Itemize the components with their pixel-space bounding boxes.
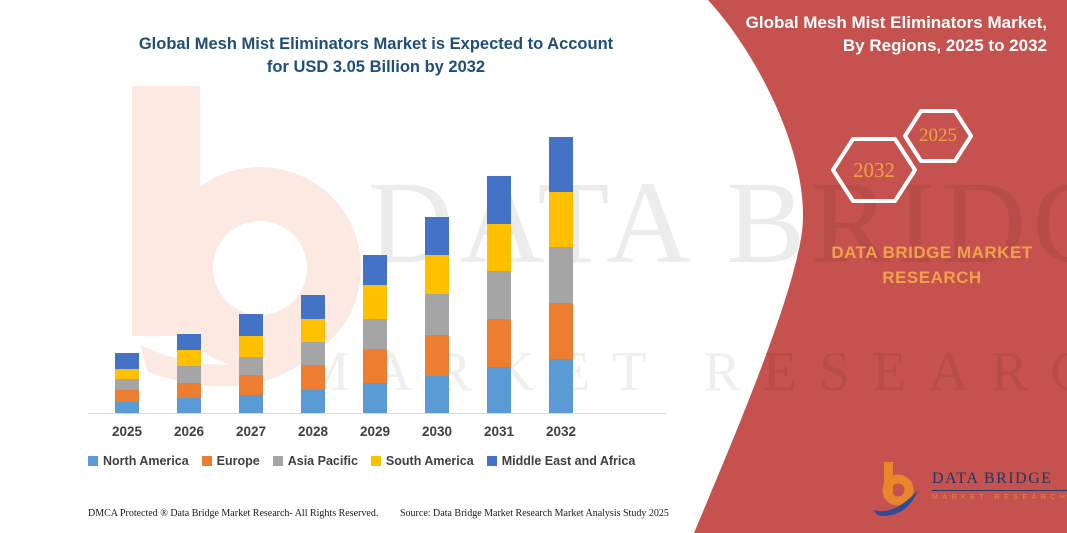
bar-segment-south-america [301, 318, 325, 343]
hexagon-2025: 2025 [903, 108, 973, 164]
company-logo: DATA BRIDGE MARKET RESEARCH [872, 460, 1067, 518]
bar-segment-south-america [239, 336, 263, 357]
bar-segment-europe [549, 302, 573, 359]
x-axis-label-2025: 2025 [111, 424, 143, 439]
bar-column-2025 [115, 353, 139, 413]
hexagon-2032-label: 2032 [853, 157, 895, 182]
bar-column-2029 [363, 254, 387, 413]
red-side-panel [694, 0, 1067, 533]
x-axis-label-2028: 2028 [297, 424, 329, 439]
bar-segment-south-america [487, 223, 511, 271]
legend-item-asia-pacific: Asia Pacific [272, 454, 358, 468]
bar-segment-asia-pacific [177, 365, 201, 384]
bar-segment-north-america [549, 358, 573, 413]
bar-segment-south-america [363, 285, 387, 319]
stacked-bar-chart: 2025 2026 2027 2028 2029 2030 2031 2032 [88, 136, 666, 439]
bar-segment-middle-east-and-africa [115, 353, 139, 369]
panel-header: Global Mesh Mist Eliminators Market, By … [735, 11, 1047, 57]
bar-segment-europe [239, 374, 263, 395]
legend-item-middle-east-and-africa: Middle East and Africa [486, 454, 636, 468]
bar-segment-middle-east-and-africa [487, 175, 511, 224]
legend-label: Europe [216, 454, 260, 468]
bar-segment-north-america [239, 394, 263, 413]
bar-segment-north-america [425, 375, 449, 413]
legend-item-north-america: North America [88, 454, 189, 468]
bar-segment-asia-pacific [549, 247, 573, 303]
bar-segment-asia-pacific [301, 342, 325, 365]
bar-column-2026 [177, 334, 201, 413]
bar-segment-europe [301, 365, 325, 391]
legend-item-europe: Europe [201, 454, 260, 468]
legend-label: Asia Pacific [287, 454, 358, 468]
bar-segment-middle-east-and-africa [549, 136, 573, 193]
bar-column-2027 [239, 314, 263, 413]
bar-segment-middle-east-and-africa [177, 334, 201, 350]
panel-header-line1: Global Mesh Mist Eliminators Market, [745, 13, 1047, 32]
legend-item-south-america: South America [370, 454, 474, 468]
bar-segment-asia-pacific [115, 378, 139, 391]
chart-title-line2: for USD 3.05 Billion by 2032 [266, 58, 486, 76]
bar-segment-north-america [301, 390, 325, 413]
bar-segment-europe [363, 348, 387, 384]
panel-brand-line1: DATA BRIDGE MARKET [831, 243, 1033, 262]
x-axis-label-2027: 2027 [235, 424, 267, 439]
company-logo-text: DATA BRIDGE MARKET RESEARCH [932, 470, 1067, 501]
bar-segment-middle-east-and-africa [425, 216, 449, 255]
company-logo-subtitle: MARKET RESEARCH [932, 494, 1067, 501]
x-axis-line [88, 413, 666, 414]
hexagon-2025-label: 2025 [919, 125, 957, 146]
bar-segment-asia-pacific [487, 270, 511, 319]
panel-brand-text: DATA BRIDGE MARKET RESEARCH [812, 240, 1052, 290]
hexagon-2032: 2032 [831, 136, 917, 204]
bar-segment-europe [115, 390, 139, 403]
bar-segment-south-america [177, 349, 201, 366]
bar-segment-asia-pacific [425, 293, 449, 336]
dmca-notice: DMCA Protected ® Data Bridge Market Rese… [88, 508, 379, 519]
legend-label: North America [103, 454, 189, 468]
bar-column-2032 [549, 136, 573, 413]
bar-segment-south-america [115, 368, 139, 379]
bar-segment-europe [487, 318, 511, 367]
legend-swatch [370, 456, 381, 466]
legend-label: Middle East and Africa [501, 454, 636, 468]
company-logo-name: DATA BRIDGE [932, 470, 1067, 491]
x-axis-label-2030: 2030 [421, 424, 453, 439]
bar-segment-europe [425, 335, 449, 376]
x-axis-label-2032: 2032 [545, 424, 577, 439]
legend-label: South America [385, 454, 474, 468]
bar-column-2028 [301, 295, 325, 413]
bar-segment-south-america [425, 254, 449, 294]
bar-segment-asia-pacific [239, 356, 263, 375]
bar-segment-north-america [487, 366, 511, 413]
bar-segment-north-america [177, 398, 201, 413]
bar-segment-middle-east-and-africa [363, 254, 387, 286]
x-axis-label-2026: 2026 [173, 424, 205, 439]
company-logo-icon [872, 460, 924, 518]
bar-segment-asia-pacific [363, 318, 387, 349]
panel-header-line2: By Regions, 2025 to 2032 [842, 36, 1047, 55]
panel-brand-line2: RESEARCH [882, 268, 982, 287]
chart-title-line1: Global Mesh Mist Eliminators Market is E… [138, 35, 614, 53]
bar-segment-north-america [363, 383, 387, 413]
x-axis-label-2029: 2029 [359, 424, 391, 439]
chart-title: Global Mesh Mist Eliminators Market is E… [95, 33, 657, 79]
legend-swatch [486, 456, 497, 466]
bar-segment-middle-east-and-africa [301, 295, 325, 319]
legend-swatch [272, 456, 283, 466]
bar-column-2030 [425, 216, 449, 413]
bar-segment-north-america [115, 402, 139, 413]
bar-segment-middle-east-and-africa [239, 314, 263, 337]
legend-swatch [88, 456, 98, 466]
x-axis-label-2031: 2031 [483, 424, 515, 439]
bar-segment-europe [177, 383, 201, 399]
bar-segment-south-america [549, 192, 573, 248]
source-note: Source: Data Bridge Market Research Mark… [400, 508, 669, 519]
bar-column-2031 [487, 175, 511, 413]
chart-legend: North America Europe Asia Pacific South Ame… [88, 454, 635, 468]
legend-swatch [201, 456, 212, 466]
